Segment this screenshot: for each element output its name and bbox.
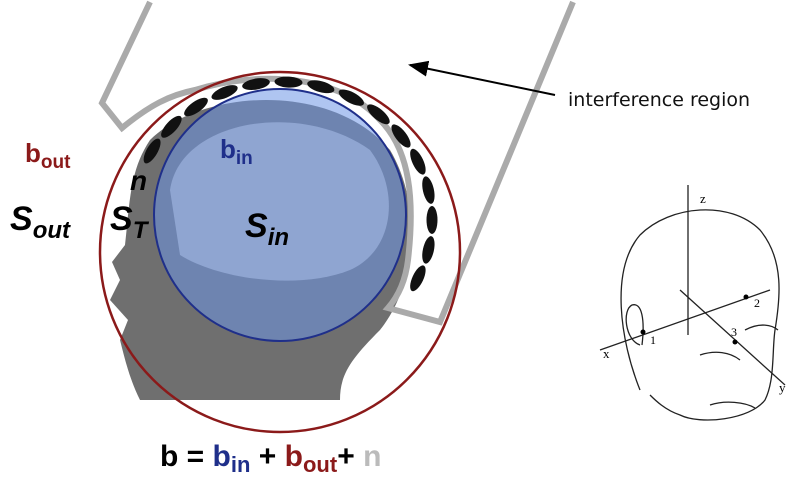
text: S — [245, 207, 268, 245]
electrode — [744, 295, 749, 300]
sensor — [364, 101, 393, 127]
interference-label: interference region — [568, 89, 750, 111]
equation: b = bin + bout+ n — [160, 440, 381, 477]
text: b — [160, 440, 178, 473]
point-label: 3 — [731, 325, 737, 339]
sensor — [420, 235, 437, 265]
text: b — [25, 138, 41, 168]
axis-label: y — [779, 380, 786, 395]
text: b — [220, 134, 236, 164]
text: n — [363, 440, 381, 473]
electrode — [641, 330, 646, 335]
text: out — [303, 452, 338, 477]
point-label: 1 — [650, 333, 656, 347]
text: in — [236, 148, 253, 169]
sensor — [407, 263, 429, 293]
text: + — [259, 440, 277, 473]
arrow — [410, 65, 555, 95]
axis-label: z — [700, 191, 706, 206]
figure: interference region bout bin n Sout ST S… — [0, 0, 788, 477]
text: = — [187, 440, 205, 473]
text: + — [337, 440, 355, 473]
axis-label: x — [603, 346, 610, 361]
text: in — [268, 224, 289, 251]
sensor — [420, 175, 437, 205]
text: S — [110, 200, 133, 238]
n-label: n — [130, 165, 147, 196]
text: out — [41, 152, 71, 173]
text: S — [10, 200, 33, 238]
sensor — [427, 206, 438, 234]
inner-sphere — [154, 89, 406, 341]
electrode — [733, 340, 738, 345]
text: b — [285, 440, 303, 473]
text: out — [33, 217, 71, 244]
text: b — [213, 440, 231, 473]
b-out-label: bout — [25, 138, 71, 173]
text: T — [133, 217, 150, 244]
point-label: 2 — [754, 296, 760, 310]
sensor — [407, 147, 429, 177]
s-out-label: Sout — [10, 200, 71, 244]
text: in — [231, 452, 251, 477]
